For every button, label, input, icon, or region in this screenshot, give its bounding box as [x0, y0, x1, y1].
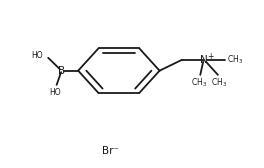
Text: B: B — [58, 66, 65, 76]
Text: +: + — [207, 52, 213, 61]
Text: HO: HO — [50, 88, 61, 97]
Text: CH$_3$: CH$_3$ — [227, 54, 243, 66]
Text: CH$_3$: CH$_3$ — [211, 76, 227, 89]
Text: HO: HO — [31, 51, 43, 60]
Text: N: N — [200, 55, 208, 65]
Text: CH$_3$: CH$_3$ — [191, 76, 208, 89]
Text: Br⁻: Br⁻ — [102, 146, 120, 156]
